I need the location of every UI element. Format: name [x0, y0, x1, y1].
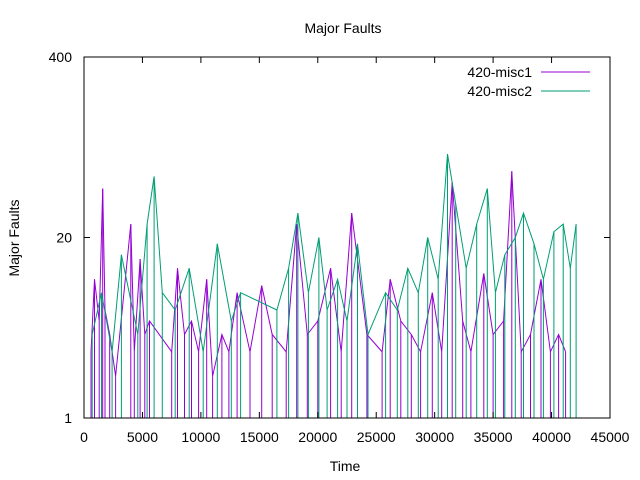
legend: 420-misc1 420-misc2 — [467, 64, 590, 99]
x-tick-label: 10000 — [181, 429, 220, 445]
x-tick-label: 45000 — [591, 429, 630, 445]
x-axis-label: Time — [330, 458, 361, 474]
x-tick-label: 5000 — [127, 429, 158, 445]
y-tick-label: 1 — [64, 410, 72, 426]
series-1 — [90, 171, 567, 418]
chart-title: Major Faults — [304, 20, 381, 36]
series-2-line — [91, 153, 577, 352]
x-tick-label: 25000 — [357, 429, 396, 445]
plot-data — [90, 153, 577, 418]
y-tick-label: 400 — [49, 49, 73, 65]
x-tick-label: 30000 — [415, 429, 454, 445]
axes: 0 5000 10000 15000 20000 25000 30000 35000 40000… — [49, 49, 630, 445]
x-tick-label: 40000 — [532, 429, 571, 445]
legend-label-1: 420-misc1 — [467, 64, 532, 80]
y-axis-label: Major Faults — [6, 199, 22, 276]
x-tick-label: 15000 — [240, 429, 279, 445]
x-tick-label: 35000 — [474, 429, 513, 445]
y-tick-label: 20 — [56, 230, 72, 246]
series-2 — [91, 153, 577, 418]
x-tick-label: 0 — [80, 429, 88, 445]
legend-label-2: 420-misc2 — [467, 83, 532, 99]
x-tick-label: 20000 — [298, 429, 337, 445]
